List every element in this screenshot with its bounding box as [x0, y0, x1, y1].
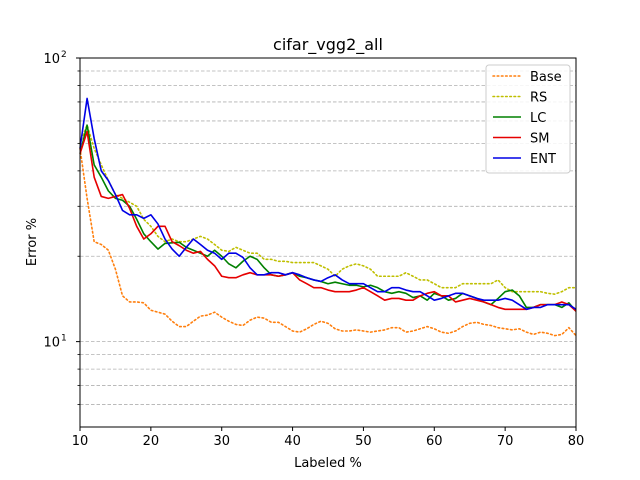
legend-label-base: Base	[530, 70, 562, 85]
series-line-sm	[79, 130, 577, 312]
series-line-ent	[79, 97, 577, 311]
y-axis-label: Error %	[25, 218, 40, 266]
x-tick-label: 40	[284, 434, 301, 449]
chart-title: cifar_vgg2_all	[273, 35, 383, 55]
x-tick-label: 10	[72, 434, 89, 449]
y-tick-label: 10	[43, 52, 60, 67]
x-tick-label: 70	[497, 434, 514, 449]
x-tick-label: 50	[355, 434, 372, 449]
legend-label-lc: LC	[530, 111, 546, 126]
legend-label-ent: ENT	[530, 152, 556, 167]
y-tick-exponent: 1	[61, 334, 67, 344]
x-tick-label: 20	[143, 434, 160, 449]
y-tick-label: 10	[43, 336, 60, 351]
x-axis-label: Labeled %	[294, 456, 362, 471]
series-line-rs	[79, 124, 577, 295]
legend-label-sm: SM	[530, 132, 549, 147]
legend-label-rs: RS	[530, 91, 547, 106]
series-group	[79, 97, 577, 337]
series-line-lc	[79, 124, 577, 312]
x-tick-label: 80	[568, 434, 585, 449]
x-axis: 10 20 30 40 50 60 70 80	[72, 427, 585, 449]
legend: Base RS LC SM ENT	[485, 64, 571, 174]
legend-box	[485, 64, 571, 174]
y-tick-exponent: 2	[61, 50, 67, 60]
plot-frame	[79, 57, 577, 428]
x-tick-label: 60	[426, 434, 443, 449]
x-tick-label: 30	[213, 434, 230, 449]
series-line-base	[79, 147, 577, 337]
